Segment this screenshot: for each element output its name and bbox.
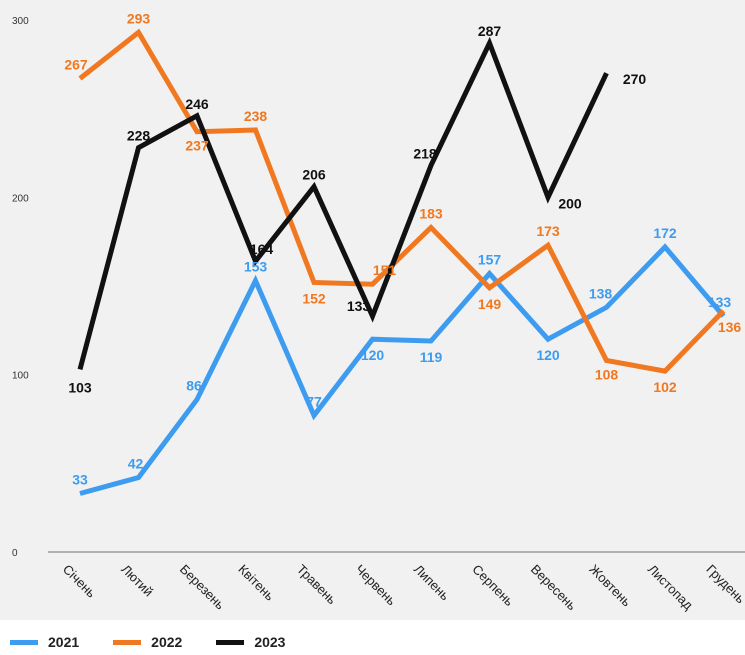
series-line-2023 bbox=[77, 36, 609, 370]
data-label-2023: 246 bbox=[185, 96, 209, 112]
legend-label: 2021 bbox=[48, 634, 80, 650]
data-label-2023: 218 bbox=[413, 145, 437, 161]
data-label-2022: 173 bbox=[536, 223, 560, 239]
data-label-2021: 77 bbox=[306, 393, 322, 409]
x-tick-label: Січень bbox=[60, 562, 99, 601]
data-label-2021: 157 bbox=[478, 252, 502, 268]
data-label-2023: 200 bbox=[558, 195, 582, 211]
data-label-2022: 183 bbox=[419, 205, 443, 221]
legend-item-2022: 2022 bbox=[113, 634, 182, 650]
data-label-2022: 237 bbox=[185, 138, 209, 154]
x-tick-label: Листопад bbox=[645, 562, 696, 613]
data-label-2021: 138 bbox=[589, 285, 613, 301]
y-tick-label: 300 bbox=[12, 16, 29, 27]
legend-swatch bbox=[113, 639, 142, 645]
legend-label: 2023 bbox=[254, 634, 286, 650]
data-label-2022: 151 bbox=[373, 262, 397, 278]
legend-swatch bbox=[10, 639, 38, 645]
legend-item-2023: 2023 bbox=[216, 634, 285, 650]
data-label-2023: 228 bbox=[127, 128, 151, 144]
data-label-2022: 238 bbox=[244, 108, 268, 124]
data-label-2022: 267 bbox=[64, 57, 88, 73]
legend-item-2021: 2021 bbox=[10, 634, 79, 650]
x-tick-label: Червень bbox=[352, 562, 399, 609]
x-tick-label: Березень bbox=[177, 562, 228, 613]
data-label-2021: 172 bbox=[653, 225, 677, 241]
series-line-2022 bbox=[78, 28, 726, 374]
data-label-2022: 293 bbox=[127, 10, 151, 26]
data-label-2021: 119 bbox=[420, 349, 443, 365]
data-label-2023: 206 bbox=[302, 167, 326, 183]
legend-swatch bbox=[216, 639, 245, 645]
legend: 2021 2022 2023 bbox=[10, 632, 285, 652]
line-chart-svg: 0 100 200 300 Січень Лютий Березень Квітень Трав… bbox=[12, 10, 745, 614]
data-label-2022: 149 bbox=[478, 296, 502, 312]
data-label-2023: 270 bbox=[623, 71, 647, 87]
data-label-2021: 120 bbox=[536, 347, 560, 363]
data-label-2023: 133 bbox=[347, 298, 371, 314]
legend-label: 2022 bbox=[151, 634, 183, 650]
data-label-2021: 86 bbox=[186, 377, 202, 393]
data-label-2021: 33 bbox=[72, 471, 88, 487]
series-line-2021 bbox=[79, 243, 726, 496]
x-tick-label: Квітень bbox=[235, 562, 277, 604]
data-label-2023: 103 bbox=[68, 379, 92, 395]
x-tick-label: Жовтень bbox=[586, 562, 634, 610]
data-label-2022: 102 bbox=[653, 379, 677, 395]
y-tick-label: 0 bbox=[12, 548, 18, 559]
x-tick-label: Серпень bbox=[469, 562, 517, 610]
data-label-2022: 136 bbox=[718, 319, 742, 335]
data-label-2022: 108 bbox=[595, 366, 619, 382]
data-label-2021: 153 bbox=[244, 259, 268, 275]
data-label-2021: 120 bbox=[361, 347, 385, 363]
x-tick-label: Лютий bbox=[118, 562, 156, 600]
x-tick-label: Вересень bbox=[528, 562, 580, 614]
data-label-2023: 287 bbox=[478, 23, 502, 39]
x-tick-label: Липень bbox=[411, 562, 453, 604]
x-tick-label: Грудень bbox=[703, 562, 745, 607]
data-label-2021: 42 bbox=[128, 456, 144, 472]
data-label-2021: 133 bbox=[708, 294, 732, 310]
x-tick-label: Травень bbox=[294, 562, 340, 608]
data-label-2023: 164 bbox=[250, 241, 274, 257]
y-tick-label: 200 bbox=[12, 193, 29, 204]
y-tick-label: 100 bbox=[12, 371, 29, 382]
data-label-2022: 152 bbox=[302, 290, 326, 306]
